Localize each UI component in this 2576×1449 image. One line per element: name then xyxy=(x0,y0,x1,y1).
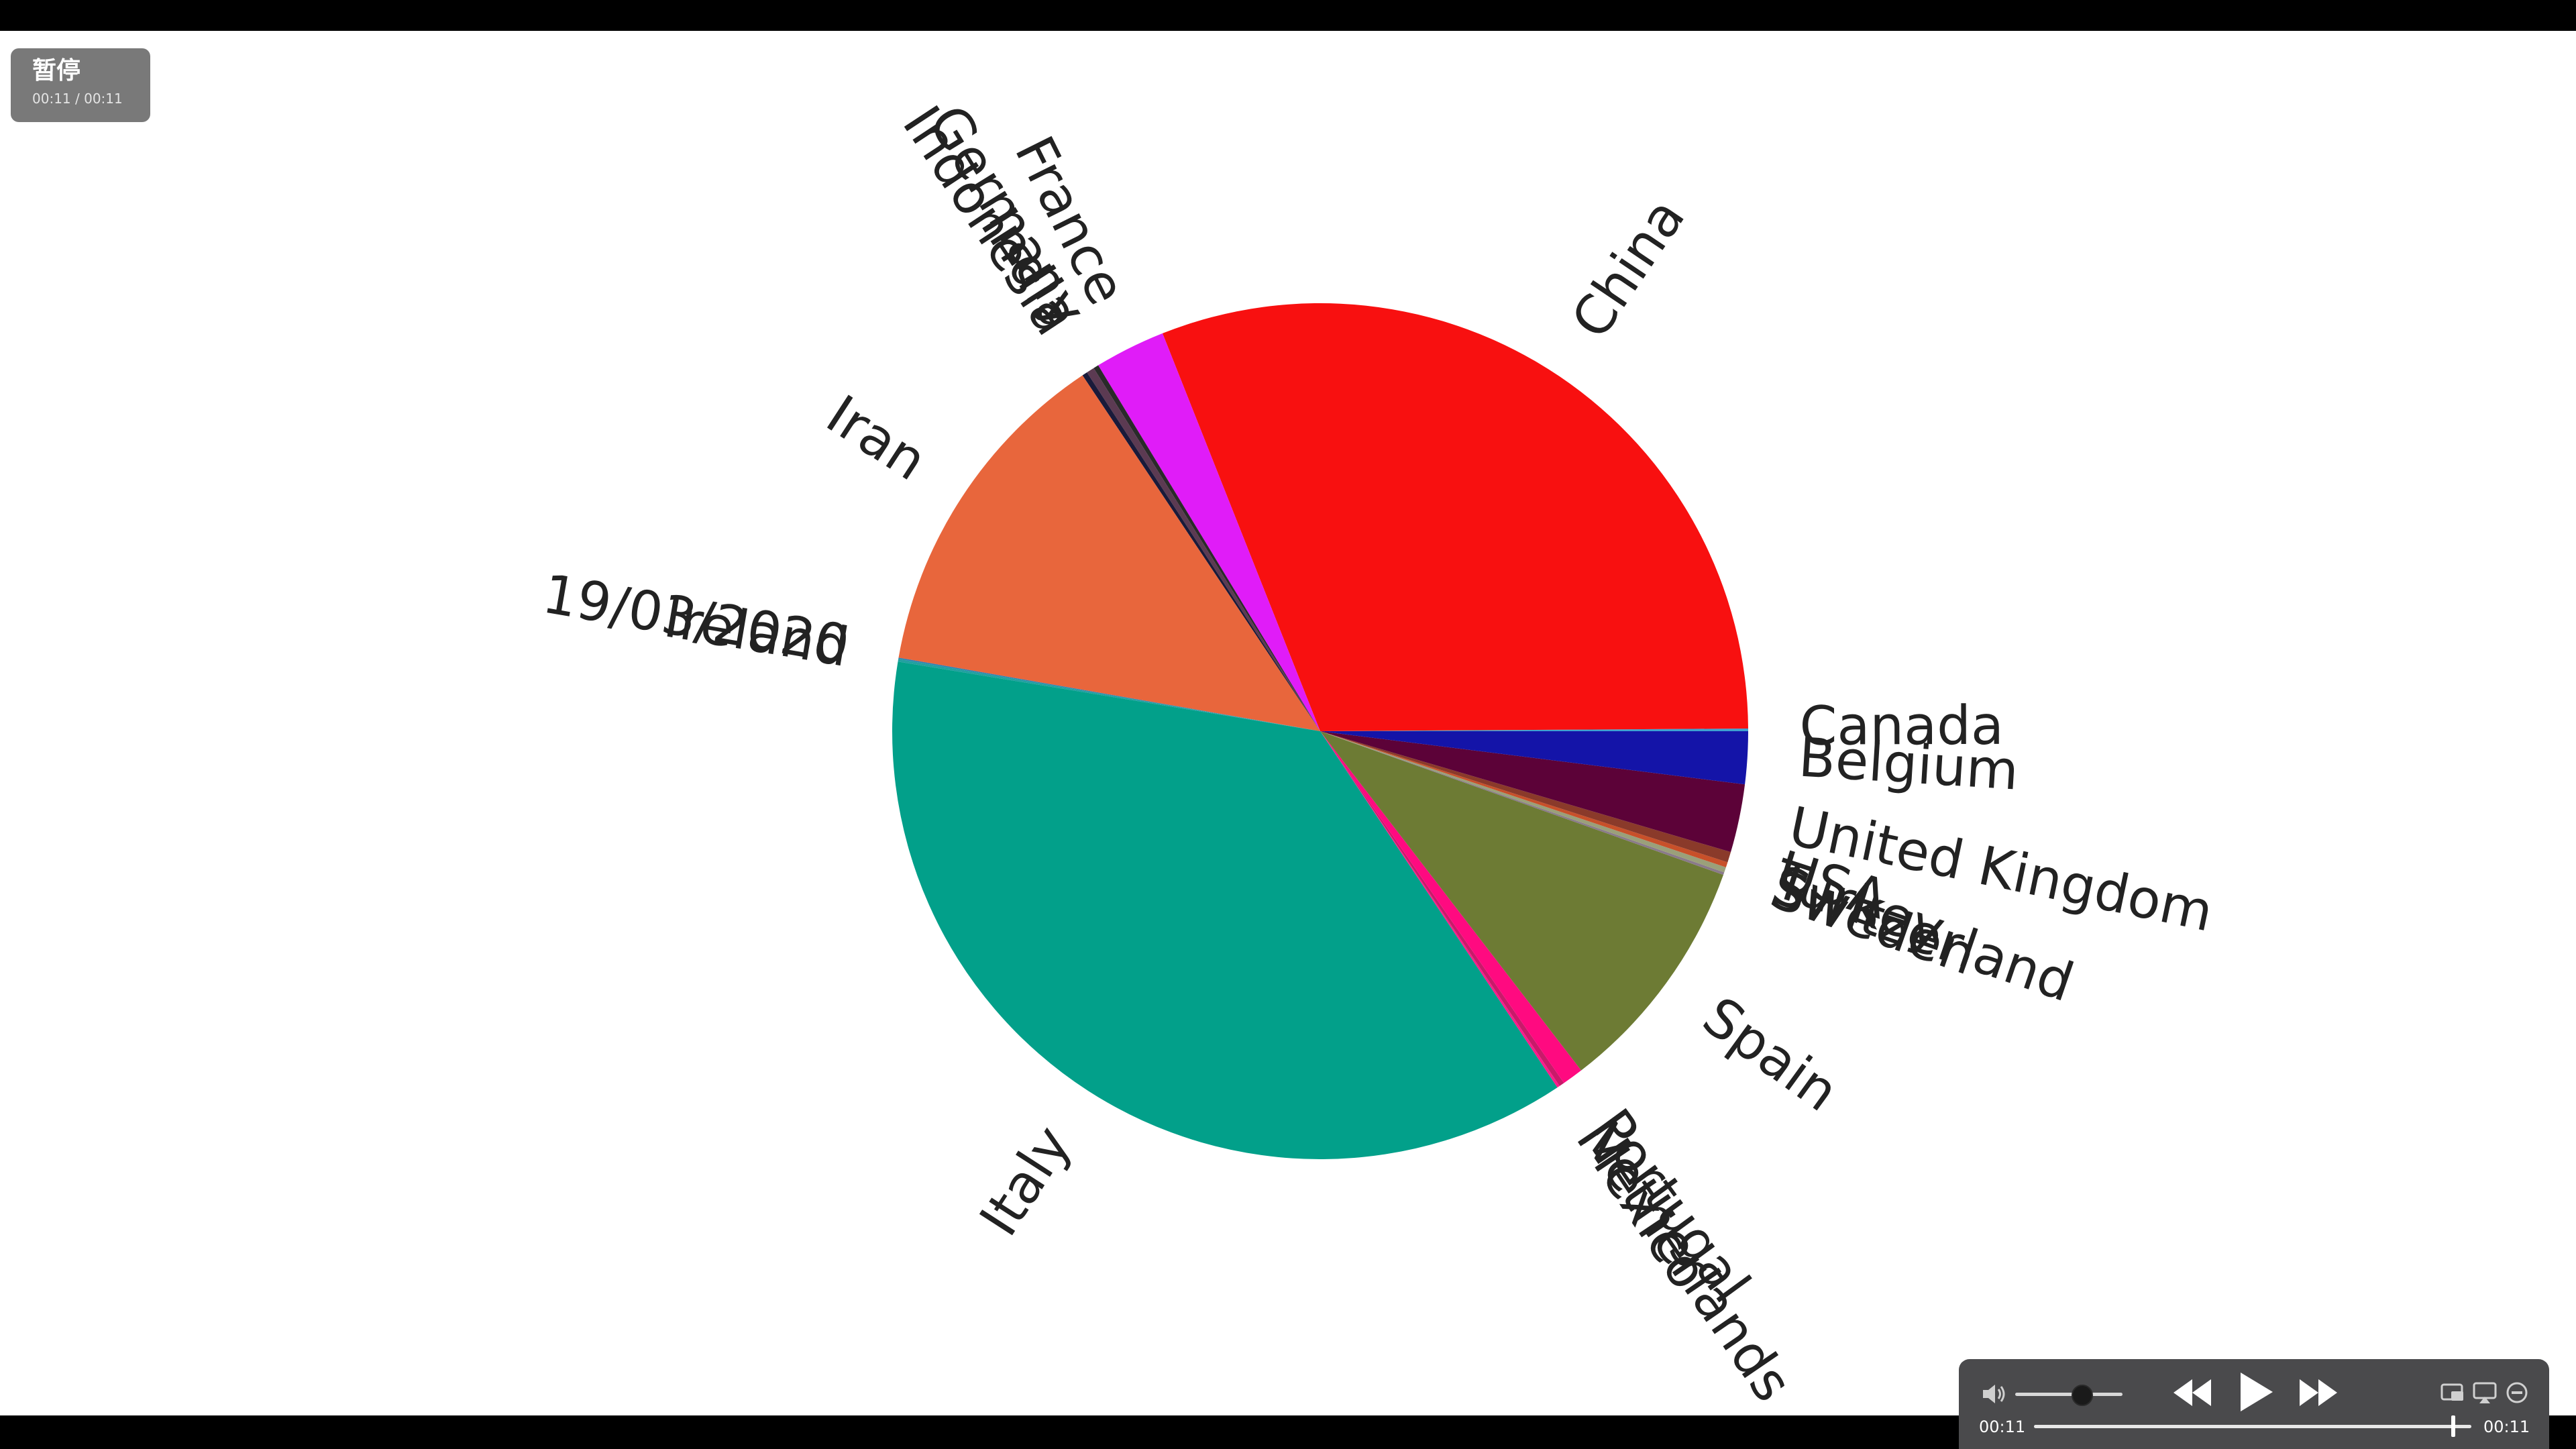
pie-label-china: China xyxy=(1560,187,1697,349)
pie-label-belgium: Belgium xyxy=(1797,727,2021,802)
pie-slice-united-kingdom xyxy=(1320,731,1746,853)
pie-slice-19-03-2020 xyxy=(898,657,1320,731)
pause-status-label: 暂停 xyxy=(32,57,81,85)
pie-label-ireland: Ireland xyxy=(660,586,853,679)
airplay-icon xyxy=(2473,1382,2497,1403)
pie-label-italy: Italy xyxy=(967,1115,1083,1246)
progress-scrubber[interactable] xyxy=(2034,1425,2471,1428)
pie-slice-china xyxy=(1162,303,1748,731)
pie-slice-mexico xyxy=(1320,731,1560,1088)
pie-slice-usa xyxy=(1320,731,1731,863)
play-icon xyxy=(2241,1373,2273,1411)
badge-time: 00:11 / 00:11 xyxy=(32,91,123,107)
pie-slice-sweden xyxy=(1320,731,1725,875)
fast-forward-icon xyxy=(2300,1379,2337,1406)
pie-slice-italy xyxy=(892,661,1558,1159)
pause-badge: 暂停 00:11 / 00:11 xyxy=(11,48,150,122)
more-icon xyxy=(2506,1382,2528,1403)
pie-slice-iran xyxy=(898,375,1320,731)
volume-slider-track[interactable] xyxy=(2015,1393,2123,1396)
pie-slices xyxy=(892,303,1748,1159)
rewind-button[interactable] xyxy=(2171,1374,2214,1411)
pie-label-iran: Iran xyxy=(816,383,938,492)
pie-slice-belgium xyxy=(1320,731,1748,785)
progress-handle[interactable] xyxy=(2451,1415,2455,1437)
picture-in-picture-icon xyxy=(2440,1383,2463,1401)
airplay-button[interactable] xyxy=(2471,1379,2498,1406)
pie-slice-germany xyxy=(1093,365,1320,731)
pie-slice-indonesia xyxy=(1082,372,1320,731)
speaker-icon[interactable] xyxy=(1979,1379,2008,1409)
pie-slice-spain xyxy=(1320,731,1723,1071)
pie-slice-switzerland xyxy=(1320,731,1726,873)
progress-fill xyxy=(2034,1425,2471,1428)
volume-slider-knob[interactable] xyxy=(2072,1385,2093,1406)
current-time: 00:11 xyxy=(1979,1417,2026,1436)
fast-forward-button[interactable] xyxy=(2297,1374,2340,1411)
pie-slice-india xyxy=(1087,368,1320,731)
pie-slice-portugal xyxy=(1320,731,1582,1083)
pie-slice-netherlands xyxy=(1320,731,1564,1086)
player-control-bar: 00:11 00:11 xyxy=(1959,1359,2549,1449)
picture-in-picture-button[interactable] xyxy=(2439,1379,2466,1406)
pie-slice-turkey xyxy=(1320,731,1728,867)
pie-slice-canada xyxy=(1320,729,1748,731)
total-time: 00:11 xyxy=(2483,1417,2530,1436)
pie-slice-france xyxy=(1098,333,1320,731)
more-button[interactable] xyxy=(2504,1379,2530,1406)
rewind-icon xyxy=(2174,1379,2211,1406)
pie-label-canada: Canada xyxy=(1799,694,2004,757)
pie-slice-ireland xyxy=(898,659,1320,731)
pie-chart-svg: CanadaChinaFranceGermanyIndiaIndonesiaIr… xyxy=(539,95,2218,1412)
pie-chart: Canada China France Germany India Indonesia Ir… xyxy=(0,31,2576,1415)
pie-label-spain: Spain xyxy=(1692,985,1849,1124)
play-button[interactable] xyxy=(2234,1370,2277,1414)
